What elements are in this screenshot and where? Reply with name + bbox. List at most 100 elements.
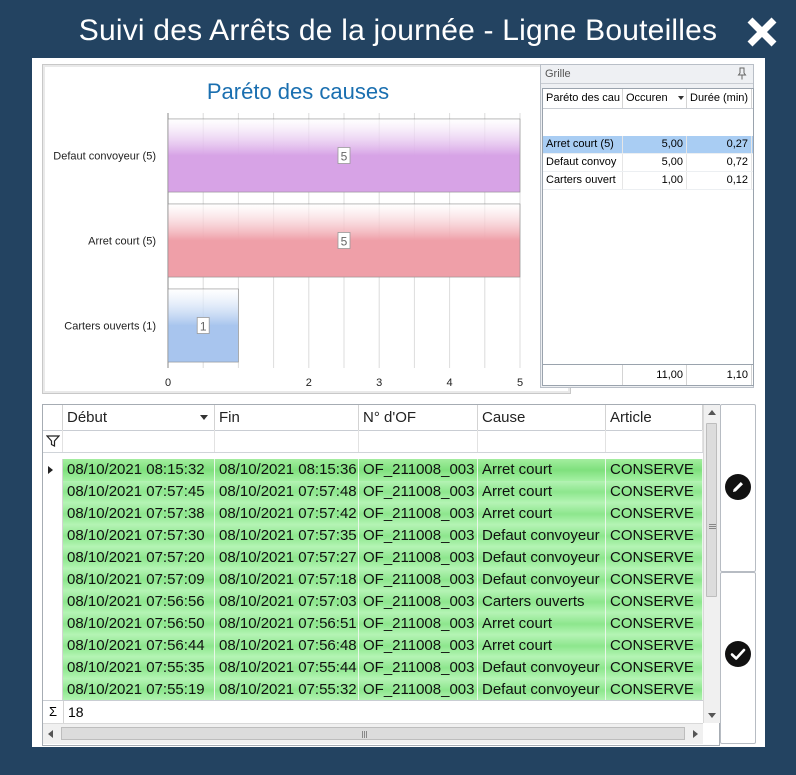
scroll-left-arrow-icon[interactable] <box>48 730 53 738</box>
row-indicator[interactable] <box>43 613 63 635</box>
cell-debut: 08/10/2021 08:15:32 <box>63 459 215 481</box>
pareto-cell-occurrences: 5,00 <box>623 136 687 153</box>
filter-cell-cause[interactable] <box>478 430 606 452</box>
check-circle-icon <box>725 641 751 667</box>
sort-descending-icon <box>200 415 208 420</box>
table-row[interactable]: 08/10/2021 07:57:20 08/10/2021 07:57:27 OF… <box>43 547 703 569</box>
filter-cell-article[interactable] <box>606 430 703 452</box>
cell-article: CONSERVE <box>606 503 703 525</box>
pareto-grid-filter-space <box>543 109 753 136</box>
col-header-fin[interactable]: Fin <box>215 405 359 430</box>
cell-of: OF_211008_003 <box>359 503 478 525</box>
horizontal-scrollbar[interactable] <box>43 723 703 744</box>
pareto-cell-label: Defaut convoy <box>543 154 623 171</box>
close-button[interactable] <box>742 12 782 52</box>
pin-icon[interactable] <box>737 67 747 80</box>
scroll-down-arrow-icon[interactable] <box>708 713 716 718</box>
col-header-debut[interactable]: Début <box>63 405 215 430</box>
cell-debut: 08/10/2021 07:56:56 <box>63 591 215 613</box>
cell-of: OF_211008_003 <box>359 569 478 591</box>
window-title: Suivi des Arrêts de la journée - Ligne B… <box>78 14 718 47</box>
cell-of: OF_211008_003 <box>359 481 478 503</box>
cell-cause: Defaut convoyeur <box>478 569 606 591</box>
horizontal-scroll-thumb[interactable] <box>61 727 685 740</box>
row-indicator[interactable] <box>43 547 63 569</box>
x-tick-label: 5 <box>517 377 523 389</box>
data-label: 5 <box>341 235 348 249</box>
validate-button[interactable] <box>720 572 756 744</box>
col-header-of[interactable]: N° d'OF <box>359 405 478 430</box>
cell-of: OF_211008_003 <box>359 679 478 701</box>
row-indicator[interactable] <box>43 591 63 613</box>
cell-cause: Defaut convoyeur <box>478 547 606 569</box>
scroll-up-arrow-icon[interactable] <box>708 410 716 415</box>
cell-fin: 08/10/2021 07:56:51 <box>215 613 359 635</box>
table-row[interactable]: 08/10/2021 07:57:30 08/10/2021 07:57:35 OF… <box>43 525 703 547</box>
data-label: 1 <box>200 320 207 334</box>
x-tick-label: 0 <box>165 377 171 389</box>
cell-article: CONSERVE <box>606 657 703 679</box>
filter-cell-debut[interactable] <box>63 430 215 452</box>
pareto-grid-row[interactable]: Defaut convoy 5,00 0,72 <box>543 154 753 172</box>
cell-of: OF_211008_003 <box>359 613 478 635</box>
data-label-box <box>196 317 210 334</box>
pareto-cell-duree: 0,27 <box>687 136 752 153</box>
table-row[interactable]: 08/10/2021 07:57:38 08/10/2021 07:57:42 OF… <box>43 503 703 525</box>
filter-funnel-icon <box>46 435 60 447</box>
cell-fin: 08/10/2021 07:57:48 <box>215 481 359 503</box>
filter-cell-indicator[interactable] <box>43 430 63 452</box>
table-row[interactable]: 08/10/2021 07:56:44 08/10/2021 07:56:48 OF… <box>43 635 703 657</box>
row-indicator[interactable] <box>43 459 63 481</box>
vertical-scroll-thumb[interactable] <box>706 423 717 597</box>
pareto-cell-label: Carters ouvert <box>543 172 623 189</box>
pareto-col-header-duree[interactable]: Durée (min) <box>687 89 752 108</box>
grid-panel: Grille Paréto des cau Occuren Durée (min… <box>540 64 754 388</box>
table-row[interactable]: 08/10/2021 08:15:32 08/10/2021 08:15:36 OF… <box>43 459 703 481</box>
chart-title: Paréto des causes <box>206 79 390 104</box>
cell-cause: Arret court <box>478 613 606 635</box>
row-indicator[interactable] <box>43 679 63 701</box>
pareto-cell-occurrences: 1,00 <box>623 172 687 189</box>
pareto-cell-duree: 0,12 <box>687 172 752 189</box>
edit-button[interactable] <box>720 404 756 572</box>
table-row[interactable]: 08/10/2021 07:56:50 08/10/2021 07:56:51 OF… <box>43 613 703 635</box>
cell-debut: 08/10/2021 07:57:09 <box>63 569 215 591</box>
table-row[interactable]: 08/10/2021 07:56:56 08/10/2021 07:57:03 OF… <box>43 591 703 613</box>
category-label: Arret court (5) <box>88 236 156 248</box>
cell-article: CONSERVE <box>606 635 703 657</box>
filter-cell-of[interactable] <box>359 430 478 452</box>
pareto-col-header-cause[interactable]: Paréto des cau <box>543 89 623 108</box>
cell-cause: Arret court <box>478 459 606 481</box>
vertical-scrollbar[interactable] <box>703 405 720 723</box>
row-indicator[interactable] <box>43 481 63 503</box>
table-row[interactable]: 08/10/2021 07:55:19 08/10/2021 07:55:32 OF… <box>43 679 703 701</box>
cell-of: OF_211008_003 <box>359 525 478 547</box>
col-header-debut-label: Début <box>67 409 108 426</box>
pareto-col-header-occurrences[interactable]: Occuren <box>623 89 687 108</box>
data-label: 5 <box>341 150 348 164</box>
col-header-article[interactable]: Article <box>606 405 703 430</box>
cell-article: CONSERVE <box>606 525 703 547</box>
scroll-right-arrow-icon[interactable] <box>693 730 698 738</box>
pareto-grid-footer: 11,00 1,10 <box>543 364 753 385</box>
table-row[interactable]: 08/10/2021 07:57:09 08/10/2021 07:57:18 OF… <box>43 569 703 591</box>
grid-panel-header: Grille <box>541 65 753 84</box>
stops-table-header: Début Fin N° d'OF Cause Article <box>43 405 703 431</box>
row-indicator[interactable] <box>43 657 63 679</box>
table-row[interactable]: 08/10/2021 07:57:45 08/10/2021 07:57:48 OF… <box>43 481 703 503</box>
header-indicator-column <box>43 405 63 430</box>
pareto-grid-row[interactable]: Carters ouvert 1,00 0,12 <box>543 172 753 190</box>
col-header-cause[interactable]: Cause <box>478 405 606 430</box>
filter-cell-fin[interactable] <box>215 430 359 452</box>
data-label-box <box>337 147 351 164</box>
cell-fin: 08/10/2021 07:57:03 <box>215 591 359 613</box>
row-indicator[interactable] <box>43 525 63 547</box>
pareto-grid-row[interactable]: Arret court (5) 5,00 0,27 <box>543 136 753 154</box>
row-indicator[interactable] <box>43 635 63 657</box>
row-indicator[interactable] <box>43 569 63 591</box>
stops-table: Début Fin N° d'OF Cause Article <box>42 404 720 746</box>
table-row[interactable]: 08/10/2021 07:55:35 08/10/2021 07:55:44 OF… <box>43 657 703 679</box>
row-indicator[interactable] <box>43 503 63 525</box>
cell-of: OF_211008_003 <box>359 657 478 679</box>
cell-debut: 08/10/2021 07:55:35 <box>63 657 215 679</box>
